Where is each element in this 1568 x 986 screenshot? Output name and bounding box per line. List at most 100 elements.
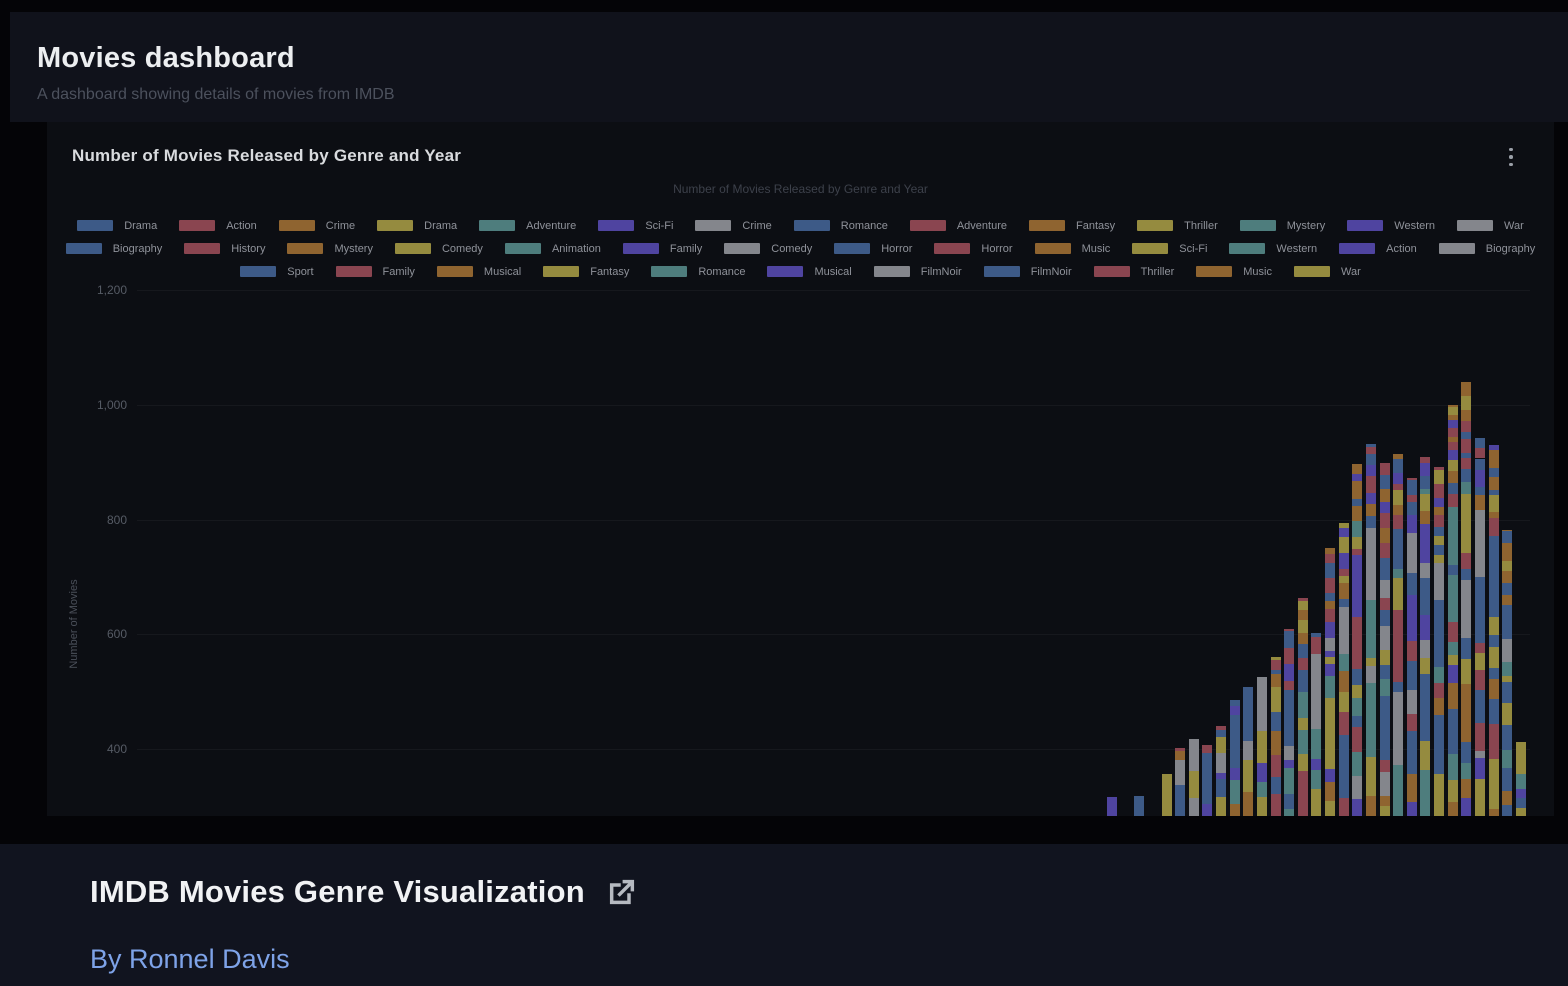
stacked-bar: [1475, 437, 1485, 816]
bar-segment: [1447, 641, 1458, 655]
legend-swatch: [1137, 220, 1174, 231]
legend-item-war[interactable]: War: [1457, 220, 1524, 232]
legend-item-family[interactable]: Family: [335, 266, 415, 278]
bar-segment: [1270, 657, 1281, 660]
bar-segment: [1488, 450, 1499, 469]
bar-segment: [1488, 634, 1499, 647]
bar-segment: [1393, 529, 1404, 569]
legend-swatch: [695, 220, 732, 231]
bar-segment: [1406, 478, 1417, 480]
bar-segment: [1229, 700, 1240, 706]
legend-item-thriller[interactable]: Thriller: [1137, 220, 1218, 232]
bar-segment: [1447, 437, 1458, 442]
legend-item-music[interactable]: Music: [1034, 242, 1111, 255]
legend-item-action[interactable]: Action: [1339, 243, 1417, 255]
bar-segment: [1406, 730, 1417, 775]
legend-item-biography[interactable]: Biography: [65, 243, 162, 255]
bar-segment: [1365, 756, 1376, 797]
legend-item-drama[interactable]: Drama: [77, 220, 157, 232]
legend-item-animation[interactable]: Animation: [504, 243, 601, 255]
legend-item-history[interactable]: History: [184, 243, 265, 255]
legend-item-crime[interactable]: Crime: [278, 220, 355, 232]
bar-segment: [1447, 664, 1458, 684]
legend-item-musical[interactable]: Musical: [767, 265, 852, 278]
legend-swatch: [598, 220, 635, 231]
legend-item-adventure[interactable]: Adventure: [479, 220, 576, 232]
panel-title: Number of Movies Released by Genre and Y…: [72, 146, 462, 165]
bar-segment: [1406, 515, 1417, 533]
legend-swatch: [1196, 266, 1233, 277]
legend-item-family[interactable]: Family: [622, 243, 702, 255]
bar-segment: [1461, 683, 1472, 743]
bar-segment: [1406, 532, 1417, 574]
legend-label: Music: [1243, 265, 1272, 278]
stacked-bar: [1379, 462, 1390, 816]
bar-segment: [1202, 753, 1213, 804]
bar-segment: [1352, 549, 1363, 556]
legend-item-musical[interactable]: Musical: [436, 266, 521, 278]
bar-segment: [1297, 632, 1308, 645]
legend-item-romance[interactable]: Romance: [793, 220, 888, 232]
bar-segment: [1297, 754, 1308, 771]
legend-item-music[interactable]: Music: [1196, 266, 1272, 278]
legend-item-mystery[interactable]: Mystery: [1239, 220, 1325, 232]
y-tick-label: 1,200: [96, 283, 127, 297]
bar-segment: [1447, 450, 1458, 461]
legend-item-comedy[interactable]: Comedy: [724, 243, 812, 255]
legend-item-sci-fi[interactable]: Sci-Fi: [598, 220, 673, 232]
legend-item-adventure[interactable]: Adventure: [909, 220, 1007, 232]
legend-item-filmnoir[interactable]: FilmNoir: [873, 266, 962, 278]
legend-label: Musical: [814, 265, 852, 278]
legend-swatch: [724, 243, 761, 254]
legend-item-biography[interactable]: Biography: [1438, 243, 1535, 255]
legend-label: Crime: [742, 219, 772, 232]
legend-item-horror[interactable]: Horror: [834, 243, 912, 255]
legend-item-western[interactable]: Western: [1347, 220, 1435, 232]
bar-segment: [1434, 666, 1445, 683]
legend-label: Music: [1081, 242, 1111, 255]
footer-title-link[interactable]: IMDB Movies Genre Visualization: [90, 874, 637, 910]
legend-item-fantasy[interactable]: Fantasy: [543, 266, 629, 278]
legend-item-fantasy[interactable]: Fantasy: [1029, 220, 1115, 232]
bar-segment: [1352, 521, 1363, 538]
plot-area[interactable]: 400 600 800 1,000 1,200: [47, 122, 1554, 816]
footer-byline-link[interactable]: By Ronnel Davis: [90, 944, 290, 974]
panel-menu-button[interactable]: [1502, 144, 1520, 170]
bar-segment: [1434, 470, 1445, 485]
bar-segment: [1270, 730, 1281, 756]
bar-segment: [1202, 803, 1213, 816]
y-tick-label: 600: [106, 627, 127, 642]
legend-item-crime[interactable]: Crime: [695, 219, 772, 232]
bar-segment: [1243, 760, 1254, 792]
legend-swatch: [77, 220, 114, 231]
legend-swatch: [1239, 220, 1276, 231]
bar-segment: [1229, 768, 1240, 781]
bar-segment: [1338, 537, 1349, 554]
external-link-icon[interactable]: [605, 877, 637, 909]
legend-item-action[interactable]: Action: [179, 220, 257, 232]
legend-item-sport[interactable]: Sport: [240, 266, 314, 278]
legend-item-thriller[interactable]: Thriller: [1093, 266, 1174, 278]
bar-segment: [1270, 711, 1281, 731]
legend-item-horror[interactable]: Horror: [934, 243, 1013, 255]
bar-segment: [1243, 791, 1254, 816]
bar-segment: [1461, 452, 1472, 458]
bar-segment: [1338, 735, 1349, 799]
legend-item-romance[interactable]: Romance: [651, 266, 745, 278]
legend-swatch: [335, 266, 372, 277]
legend-swatch: [1029, 220, 1065, 231]
legend-item-sci-fi[interactable]: Sci-Fi: [1132, 243, 1207, 255]
stacked-bar: [1216, 725, 1227, 816]
legend-item-filmnoir[interactable]: FilmNoir: [983, 266, 1072, 278]
stacked-bar: [1311, 633, 1322, 816]
bar-segment: [1502, 725, 1513, 750]
legend-item-comedy[interactable]: Comedy: [394, 243, 483, 255]
legend-item-drama[interactable]: Drama: [377, 220, 457, 232]
bar-segment: [1216, 752, 1227, 773]
legend-item-western[interactable]: Western: [1229, 243, 1317, 255]
legend-item-mystery[interactable]: Mystery: [287, 243, 373, 255]
bar-segment: [1297, 644, 1308, 659]
legend-label: Fantasy: [1076, 219, 1116, 232]
legend-swatch: [394, 243, 431, 254]
legend-item-war[interactable]: War: [1294, 266, 1361, 278]
